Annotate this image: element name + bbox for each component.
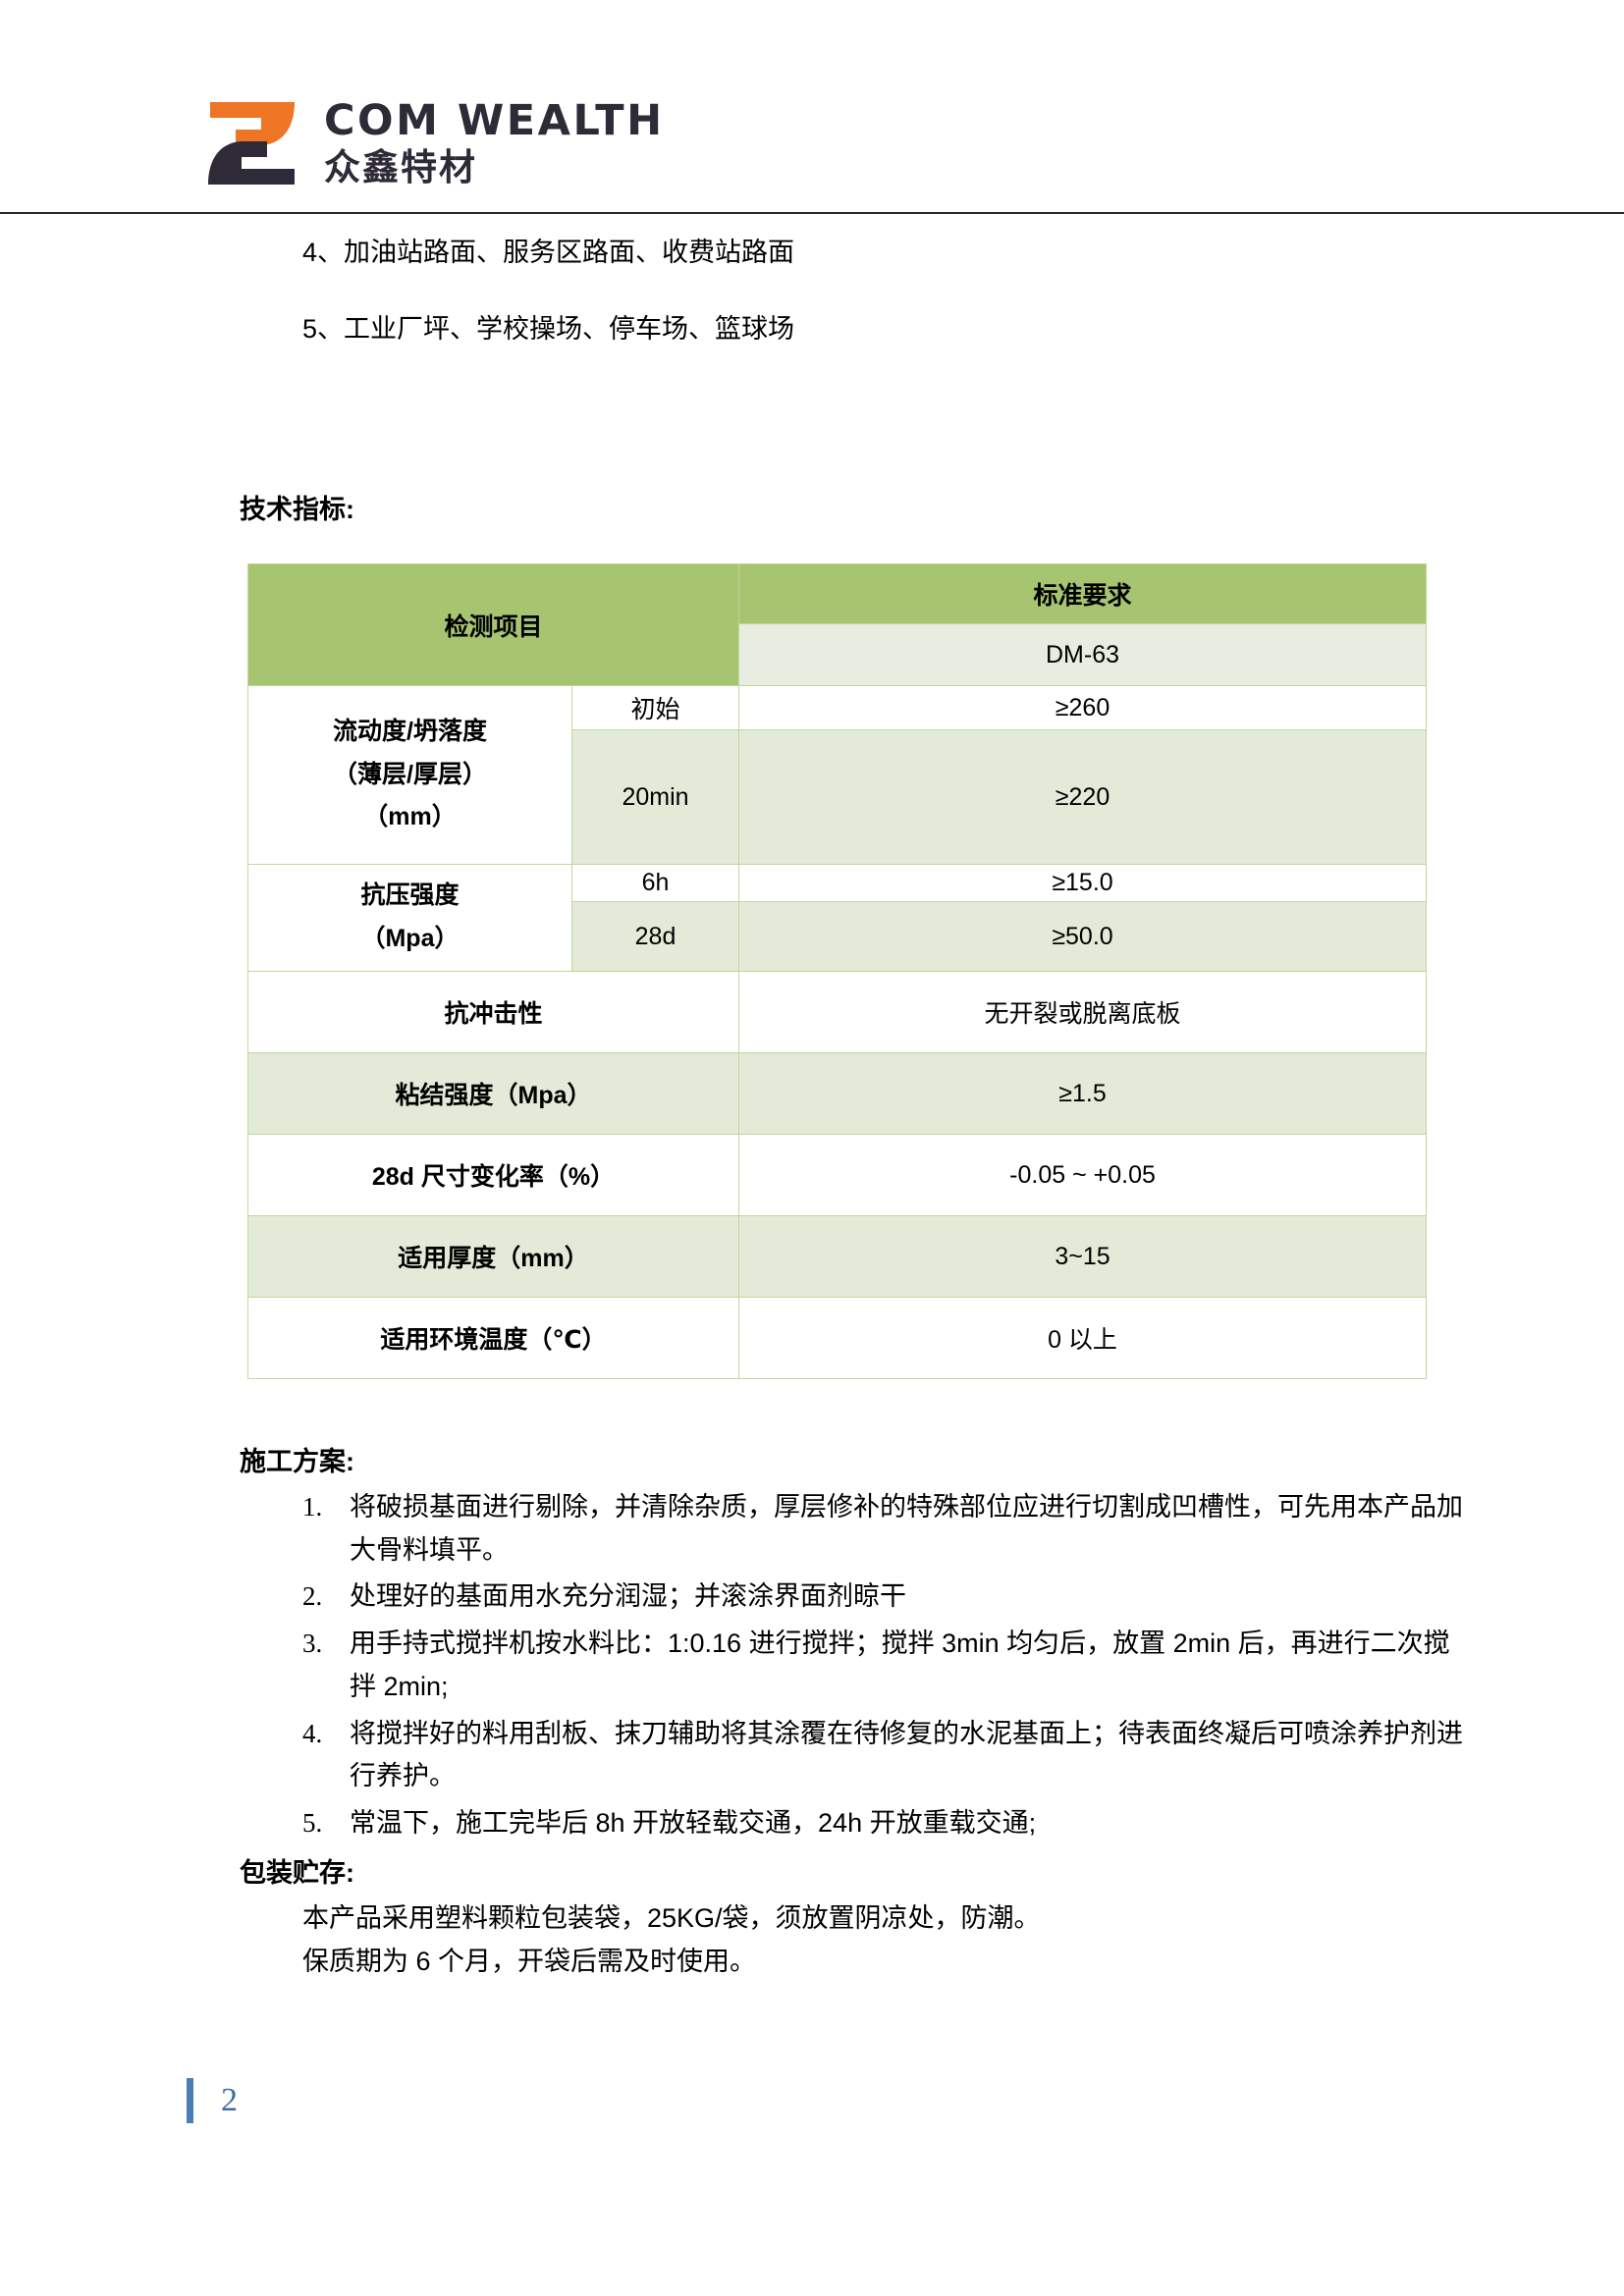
row-condition: 20min: [570, 729, 740, 865]
table-row: 抗压强度 （Mpa） 6h ≥15.0: [247, 864, 1428, 972]
packaging-line: 本产品采用塑料颗粒包装袋，25KG/袋，须放置阴凉处，防潮。: [302, 1902, 1041, 1933]
list-item: 4、加油站路面、服务区路面、收费站路面: [302, 238, 795, 267]
row-label-temperature: 适用环境温度（℃）: [246, 1297, 740, 1379]
row-label-dimensional: 28d 尺寸变化率（%）: [246, 1134, 740, 1216]
row-label-flow: 流动度/坍落度 （薄层/厚层） （mm）: [247, 685, 572, 865]
header-cell-model: DM-63: [738, 623, 1428, 686]
company-logo: COM WEALTH 众鑫特材: [200, 96, 665, 190]
header-cell-standard: 标准要求: [738, 563, 1428, 624]
row-label-line: 抗压强度: [360, 881, 460, 910]
comwealth-z-logo-icon: [208, 102, 295, 185]
table-row: 粘结强度（Mpa） ≥1.5: [246, 1052, 1428, 1135]
logo-brand-en: COM WEALTH: [324, 96, 665, 145]
page-content: 4、加油站路面、服务区路面、收费站路面 5、工业厂坪、学校操场、停车场、篮球场 …: [0, 218, 1624, 1983]
row-label-line: （mm）: [363, 803, 457, 831]
list-item: 5、工业厂坪、学校操场、停车场、篮球场: [302, 314, 795, 344]
row-label-impact: 抗冲击性: [246, 971, 740, 1053]
row-value: ≥1.5: [738, 1052, 1428, 1135]
list-item: 将破损基面进行剔除，并清除杂质，厚层修补的特殊部位应进行切割成凹槽性，可先用本产…: [302, 1486, 1463, 1565]
row-label-line: （薄层/厚层）: [333, 760, 487, 788]
row-value: 无开裂或脱离底板: [738, 971, 1428, 1053]
list-item: 处理好的基面用水充分润湿；并滚涂界面剂晾干: [302, 1575, 906, 1618]
table-subheader-row: DM-63: [248, 623, 1428, 686]
table-header-row: 检测项目 标准要求: [246, 563, 1428, 686]
row-label-line: 流动度/坍落度: [333, 717, 487, 745]
row-condition: 6h: [570, 864, 740, 902]
row-label-line: （Mpa）: [360, 925, 460, 952]
row-label-bond: 粘结强度（Mpa）: [246, 1052, 740, 1135]
table-row: 适用厚度（mm） 3~15: [246, 1215, 1428, 1298]
list-item: 常温下，施工完毕后 8h 开放轻载交通，24h 开放重载交通;: [302, 1802, 1037, 1844]
row-value: ≥260: [738, 685, 1428, 730]
table-row: 20min ≥220: [248, 729, 1428, 865]
table-row: 适用环境温度（℃） 0 以上: [246, 1297, 1428, 1379]
row-value: ≥50.0: [738, 901, 1428, 972]
row-label-thickness: 适用厚度（mm）: [246, 1215, 740, 1298]
page-header: COM WEALTH 众鑫特材: [0, 0, 1624, 218]
table-row: 28d ≥50.0: [248, 901, 1428, 972]
packaging-heading: 包装贮存:: [240, 1857, 354, 1888]
header-divider: [0, 212, 1624, 214]
row-value: 0 以上: [738, 1297, 1428, 1379]
header-cell-item: 检测项目: [246, 563, 740, 686]
row-value: ≥15.0: [738, 864, 1428, 902]
tech-spec-heading: 技术指标:: [240, 495, 354, 524]
row-condition: 初始: [570, 685, 740, 730]
row-condition: 28d: [570, 901, 740, 972]
method-steps-list: 将破损基面进行剔除，并清除杂质，厚层修补的特殊部位应进行切割成凹槽性，可先用本产…: [0, 1486, 1624, 1845]
list-item: 用手持式搅拌机按水料比：1:0.16 进行搅拌；搅拌 3min 均匀后，放置 2…: [302, 1623, 1450, 1701]
page-footer: 2: [187, 2078, 238, 2123]
row-value: ≥220: [738, 729, 1428, 865]
row-label-compressive: 抗压强度 （Mpa）: [247, 864, 572, 972]
row-value: 3~15: [738, 1215, 1428, 1298]
logo-brand-cn: 众鑫特材: [324, 147, 477, 187]
method-heading: 施工方案:: [240, 1447, 354, 1476]
packaging-line: 保质期为 6 个月，开袋后需及时使用。: [302, 1946, 757, 1976]
logo-wordmark: COM WEALTH 众鑫特材: [324, 96, 665, 187]
list-item: 将搅拌好的料用刮板、抹刀辅助将其涂覆在待修复的水泥基面上；待表面终凝后可喷涂养护…: [302, 1713, 1463, 1791]
table-row: 抗冲击性 无开裂或脱离底板: [246, 971, 1428, 1053]
table-row: 流动度/坍落度 （薄层/厚层） （mm） 初始 ≥260: [247, 685, 1428, 865]
table-row: 28d 尺寸变化率（%） -0.05 ~ +0.05: [246, 1134, 1428, 1216]
application-list: 4、加油站路面、服务区路面、收费站路面 5、工业厂坪、学校操场、停车场、篮球场: [0, 240, 1624, 343]
page-number-bar: [187, 2078, 193, 2123]
row-value: -0.05 ~ +0.05: [738, 1134, 1428, 1216]
tech-spec-table: 检测项目 标准要求 DM-63 流动度/坍落度 （薄层/厚层） （mm） 初始: [246, 563, 1428, 1379]
tech-spec-table-wrap: 检测项目 标准要求 DM-63 流动度/坍落度 （薄层/厚层） （mm） 初始: [246, 563, 1428, 1379]
page-number: 2: [221, 2082, 238, 2118]
